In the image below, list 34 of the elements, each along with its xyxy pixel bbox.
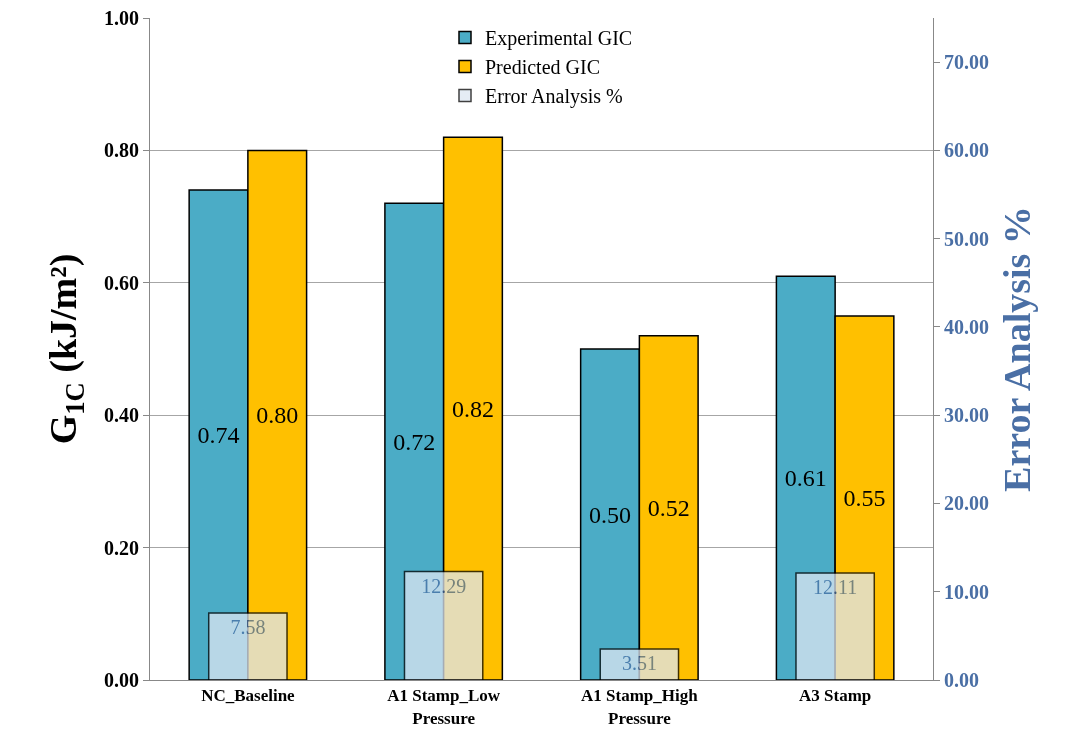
data-label: 3.51 (621, 652, 657, 675)
data-label: 12.11 (812, 576, 858, 599)
y2-tick-label: 50.00 (944, 227, 989, 250)
y-tick-label: 0.60 (104, 271, 139, 294)
data-label: 12.29 (421, 574, 467, 597)
y2-tick-label: 60.00 (944, 139, 989, 162)
y2-axis-title: Error Analysis % (996, 206, 1039, 492)
data-label: 0.72 (393, 428, 436, 455)
y2-tick-label: 40.00 (944, 315, 989, 338)
data-label: 0.52 (647, 494, 690, 521)
y2-tick-label: 70.00 (944, 51, 989, 74)
data-label: 0.80 (256, 402, 299, 429)
data-label: 7.58 (230, 616, 266, 639)
y-tick-label: 0.80 (104, 139, 139, 162)
x-tick-label: A3 Stamp (799, 686, 872, 706)
data-label: 0.50 (589, 501, 632, 528)
y-tick-label: 0.20 (104, 536, 139, 559)
y-tick-label: 0.00 (104, 669, 139, 691)
y2-tick-label: 10.00 (944, 580, 989, 603)
x-tick-label: A1 Stamp_Low Pressure (387, 686, 501, 728)
y-tick-label: 1.00 (104, 7, 139, 29)
y2-tick-label: 20.00 (944, 492, 989, 515)
y2-tick-label: 0.00 (944, 669, 979, 691)
y2-tick-label: 30.00 (944, 404, 989, 427)
data-label: 0.74 (197, 422, 240, 449)
x-tick-label: NC_Baseline (201, 686, 296, 706)
legend-label: Predicted GIC (485, 56, 600, 79)
legend-label: Error Analysis % (485, 85, 623, 109)
y-tick-label: 0.40 (104, 404, 139, 427)
data-label: 0.61 (784, 465, 827, 492)
data-label: 0.55 (843, 484, 886, 511)
x-tick-label: A1 Stamp_High Pressure (581, 686, 699, 728)
data-label: 0.82 (451, 395, 494, 422)
legend-label: Experimental GIC (485, 27, 633, 51)
